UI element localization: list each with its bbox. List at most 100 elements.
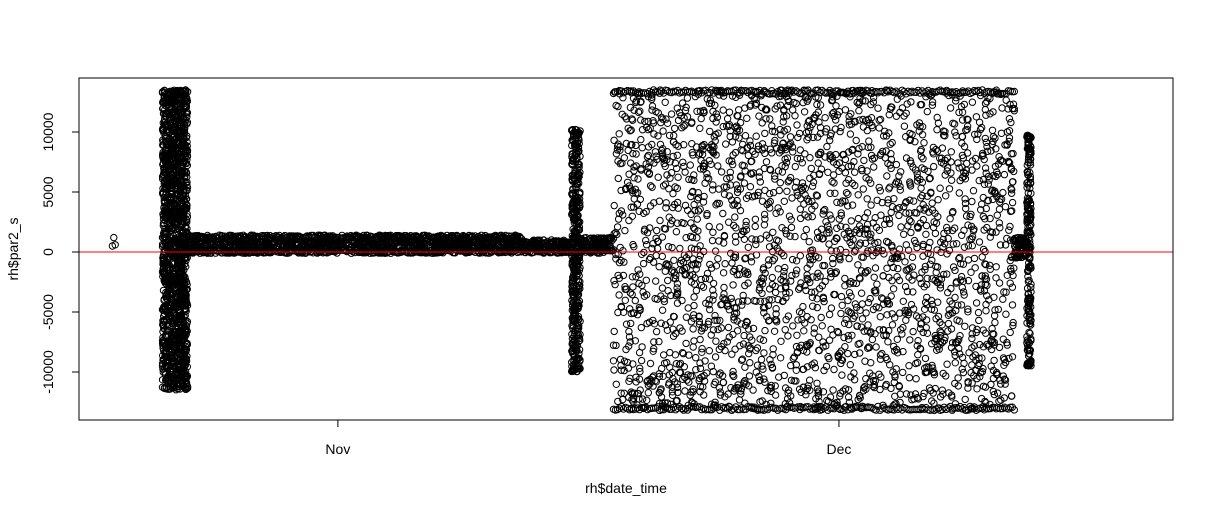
data-point: [650, 130, 658, 138]
data-point: [653, 226, 661, 235]
data-point: [838, 301, 846, 309]
data-point: [742, 217, 750, 226]
data-point: [781, 326, 789, 334]
data-point: [783, 154, 792, 162]
data-point: [644, 389, 652, 397]
data-point: [837, 309, 845, 318]
data-point: [873, 280, 881, 288]
data-point: [729, 281, 737, 289]
data-point: [825, 310, 834, 319]
data-point: [735, 106, 743, 114]
data-point: [670, 131, 678, 140]
data-point: [969, 187, 978, 195]
data-point: [893, 335, 901, 343]
data-point: [670, 256, 678, 264]
data-point: [884, 338, 892, 346]
data-point: [706, 260, 714, 269]
data-point: [669, 189, 677, 198]
data-point: [762, 158, 771, 166]
data-point: [758, 197, 767, 205]
data-point: [163, 281, 171, 289]
data-point: [643, 396, 651, 404]
data-point: [159, 119, 168, 127]
data-point: [693, 234, 701, 242]
data-point: [159, 184, 167, 193]
data-point: [637, 356, 646, 365]
data-point: [182, 355, 190, 363]
data-point: [758, 119, 766, 127]
data-point: [981, 134, 989, 143]
data-point: [160, 234, 169, 242]
data-point: [183, 118, 192, 126]
data-point: [159, 190, 167, 198]
data-point: [172, 267, 180, 275]
data-point: [972, 299, 981, 307]
data-point: [664, 287, 672, 295]
data-point: [183, 319, 191, 327]
data-point: [667, 110, 676, 118]
data-point: [175, 239, 184, 247]
data-point: [110, 233, 118, 242]
data-point: [642, 236, 650, 245]
data-point: [895, 211, 903, 220]
data-point: [692, 354, 700, 362]
data-point: [614, 174, 622, 183]
data-point: [673, 151, 681, 160]
data-point: [945, 185, 954, 193]
data-point: [171, 214, 179, 223]
data-point: [646, 254, 655, 262]
data-point: [844, 349, 852, 358]
data-point: [725, 108, 734, 116]
data-point: [638, 144, 646, 152]
data-point: [161, 106, 169, 114]
data-point: [162, 134, 171, 142]
data-point: [693, 215, 701, 223]
data-point: [173, 191, 181, 199]
data-point: [951, 359, 959, 367]
data-point: [744, 243, 752, 252]
data-point: [161, 132, 169, 141]
data-point: [944, 288, 952, 297]
data-point: [679, 158, 687, 167]
data-point: [745, 349, 753, 358]
data-point: [1007, 118, 1015, 127]
data-point: [180, 313, 188, 321]
data-point: [624, 146, 632, 155]
data-point: [711, 353, 720, 361]
data-point: [179, 139, 187, 148]
data-point: [175, 308, 183, 316]
data-point: [788, 194, 796, 202]
data-point: [696, 124, 704, 133]
data-point: [159, 320, 167, 329]
data-point: [674, 173, 682, 181]
data-point: [724, 323, 733, 332]
data-point: [609, 357, 618, 365]
data-point: [705, 347, 713, 355]
data-point: [897, 168, 905, 176]
data-point: [955, 317, 963, 325]
data-point: [771, 391, 780, 399]
data-point: [111, 241, 119, 249]
data-point: [159, 110, 168, 118]
data-point: [780, 197, 788, 206]
data-point: [159, 365, 167, 373]
data-point: [654, 173, 662, 181]
data-point: [947, 176, 956, 184]
data-point: [995, 279, 1004, 287]
data-point: [661, 180, 670, 188]
data-point: [970, 254, 979, 263]
data-point: [658, 306, 667, 314]
data-point: [803, 97, 811, 105]
data-point: [872, 343, 880, 351]
data-point: [161, 199, 169, 207]
data-point: [176, 287, 184, 296]
data-point: [711, 247, 720, 255]
data-point: [177, 223, 185, 232]
data-point: [826, 189, 834, 198]
data-point: [1009, 178, 1017, 186]
data-point: [690, 301, 698, 310]
data-point: [952, 132, 960, 140]
data-point: [168, 234, 176, 242]
data-point: [161, 225, 169, 233]
data-point: [933, 126, 941, 134]
